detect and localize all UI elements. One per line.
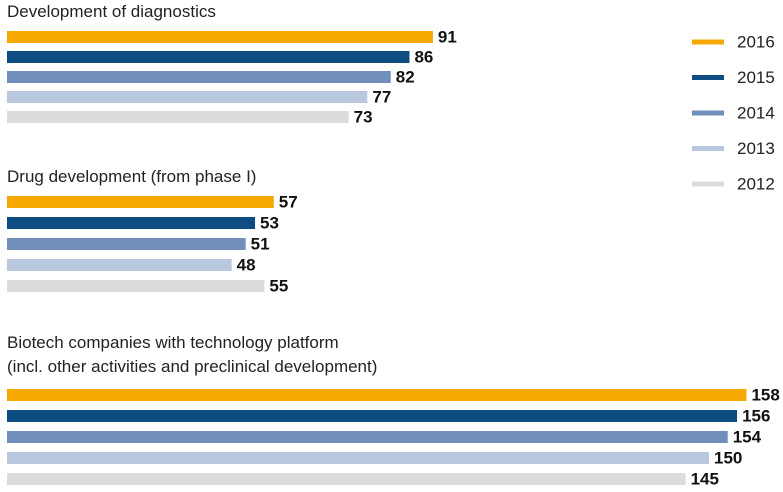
legend-label: 2013 — [737, 139, 775, 158]
value-label: 77 — [372, 87, 391, 106]
legend-label: 2014 — [737, 103, 775, 122]
bar — [7, 31, 433, 43]
legend-label: 2015 — [737, 68, 775, 87]
bar — [7, 91, 368, 103]
value-label: 73 — [354, 107, 373, 126]
value-label: 154 — [733, 427, 762, 446]
value-label: 150 — [714, 448, 742, 467]
value-label: 156 — [742, 406, 770, 425]
value-label: 86 — [414, 47, 433, 66]
bar — [7, 111, 349, 123]
value-label: 55 — [269, 276, 288, 295]
bar — [7, 452, 709, 464]
bar — [7, 196, 274, 208]
bar — [7, 71, 391, 83]
value-label: 51 — [251, 234, 270, 253]
group-title: Development of diagnostics — [7, 2, 216, 21]
value-label: 53 — [260, 213, 279, 232]
value-label: 158 — [751, 385, 779, 404]
bar — [7, 410, 738, 422]
bar — [7, 431, 728, 443]
value-label: 82 — [396, 67, 415, 86]
value-label: 91 — [438, 27, 457, 46]
bar — [7, 51, 410, 63]
bar — [7, 238, 246, 250]
bar — [7, 389, 747, 401]
bar — [7, 473, 686, 485]
legend-label: 2016 — [737, 32, 775, 51]
bar — [7, 259, 232, 271]
value-label: 57 — [279, 192, 298, 211]
bar — [7, 280, 265, 292]
group-title: Biotech companies with technology platfo… — [7, 333, 378, 376]
value-label: 145 — [691, 469, 719, 488]
value-label: 48 — [237, 255, 256, 274]
legend-label: 2012 — [737, 174, 775, 193]
group-title: Drug development (from phase I) — [7, 167, 257, 186]
bar — [7, 217, 256, 229]
